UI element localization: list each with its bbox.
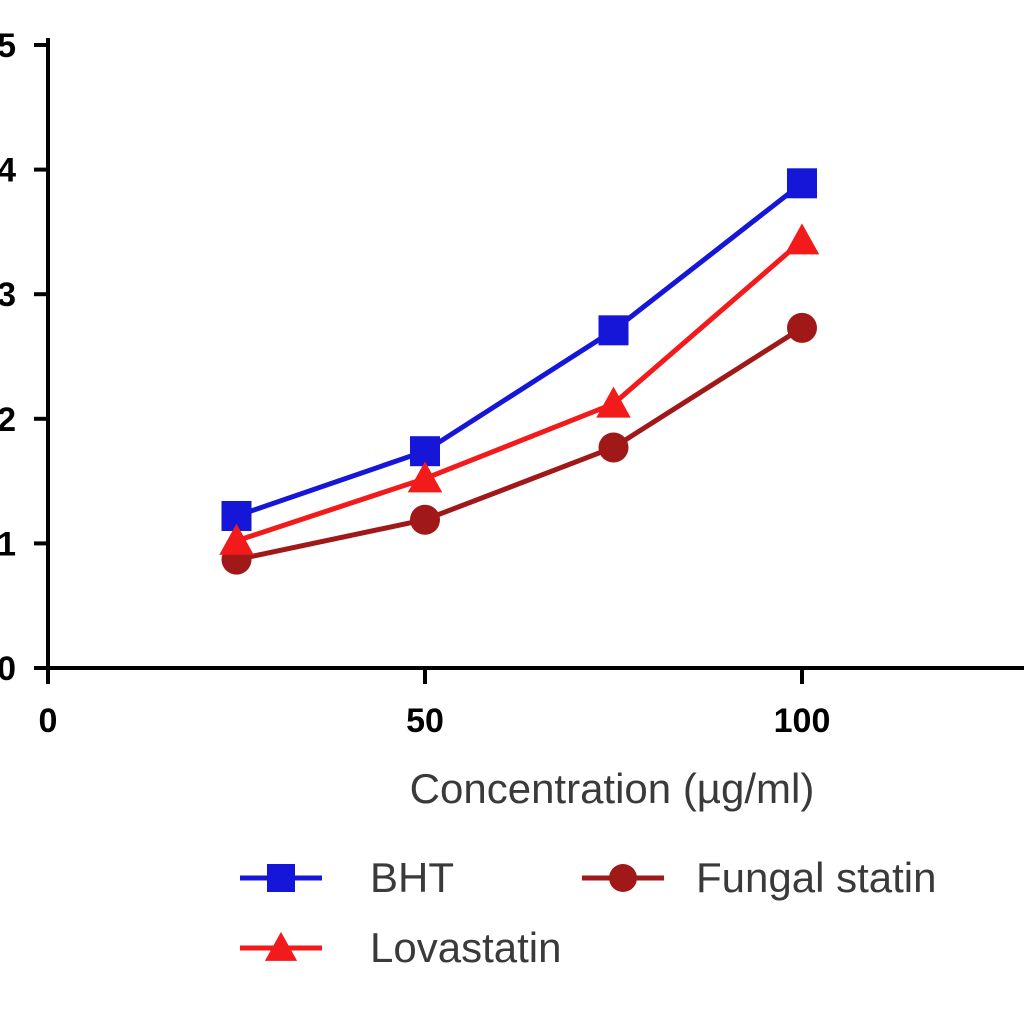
y-tick-label: 0 bbox=[0, 650, 16, 688]
x-axis-title: Concentration (µg/ml) bbox=[410, 765, 815, 812]
data-point-lovastatin bbox=[596, 386, 631, 418]
data-point-bht bbox=[598, 315, 629, 346]
data-point-fungal-statin bbox=[598, 432, 629, 463]
series-line-bht bbox=[235, 181, 804, 519]
y-tick-label: 3 bbox=[0, 276, 16, 314]
data-point-fungal-statin bbox=[410, 504, 440, 535]
x-tick-label: 50 bbox=[406, 702, 444, 740]
y-tick-label: 4 bbox=[0, 152, 16, 190]
legend-item-lovastatin: Lovastatin bbox=[240, 924, 561, 971]
legend-marker-fungal-statin bbox=[609, 864, 637, 892]
data-point-bht bbox=[787, 168, 817, 199]
series-line-fungal-statin bbox=[235, 325, 804, 563]
series-lovastatin bbox=[219, 223, 820, 555]
data-point-fungal-statin bbox=[787, 312, 817, 343]
legend-marker-bht bbox=[267, 864, 295, 892]
series-fungal-statin bbox=[221, 312, 817, 575]
chart-series bbox=[219, 168, 820, 575]
legend-label-lovastatin: Lovastatin bbox=[370, 924, 561, 971]
x-tick-label: 100 bbox=[774, 702, 831, 740]
legend-item-fungal-statin: Fungal statin bbox=[582, 854, 936, 901]
legend-item-bht: BHT bbox=[240, 854, 454, 901]
data-point-bht bbox=[410, 436, 440, 467]
legend-marker-lovastatin bbox=[264, 931, 298, 961]
legend-label-bht: BHT bbox=[370, 854, 454, 901]
x-tick-label: 0 bbox=[39, 702, 58, 740]
y-tick-label: 1 bbox=[0, 525, 16, 563]
data-point-lovastatin bbox=[784, 223, 820, 255]
series-line-lovastatin bbox=[235, 238, 804, 544]
chart-legend: BHT Fungal statin Lovastatin bbox=[240, 854, 936, 971]
y-tick-label: 2 bbox=[0, 401, 16, 439]
y-tick-label: 5 bbox=[0, 27, 16, 65]
data-point-lovastatin bbox=[219, 523, 254, 555]
series-bht bbox=[221, 168, 817, 531]
legend-label-fungal-statin: Fungal statin bbox=[696, 854, 936, 901]
data-point-lovastatin bbox=[407, 461, 443, 493]
